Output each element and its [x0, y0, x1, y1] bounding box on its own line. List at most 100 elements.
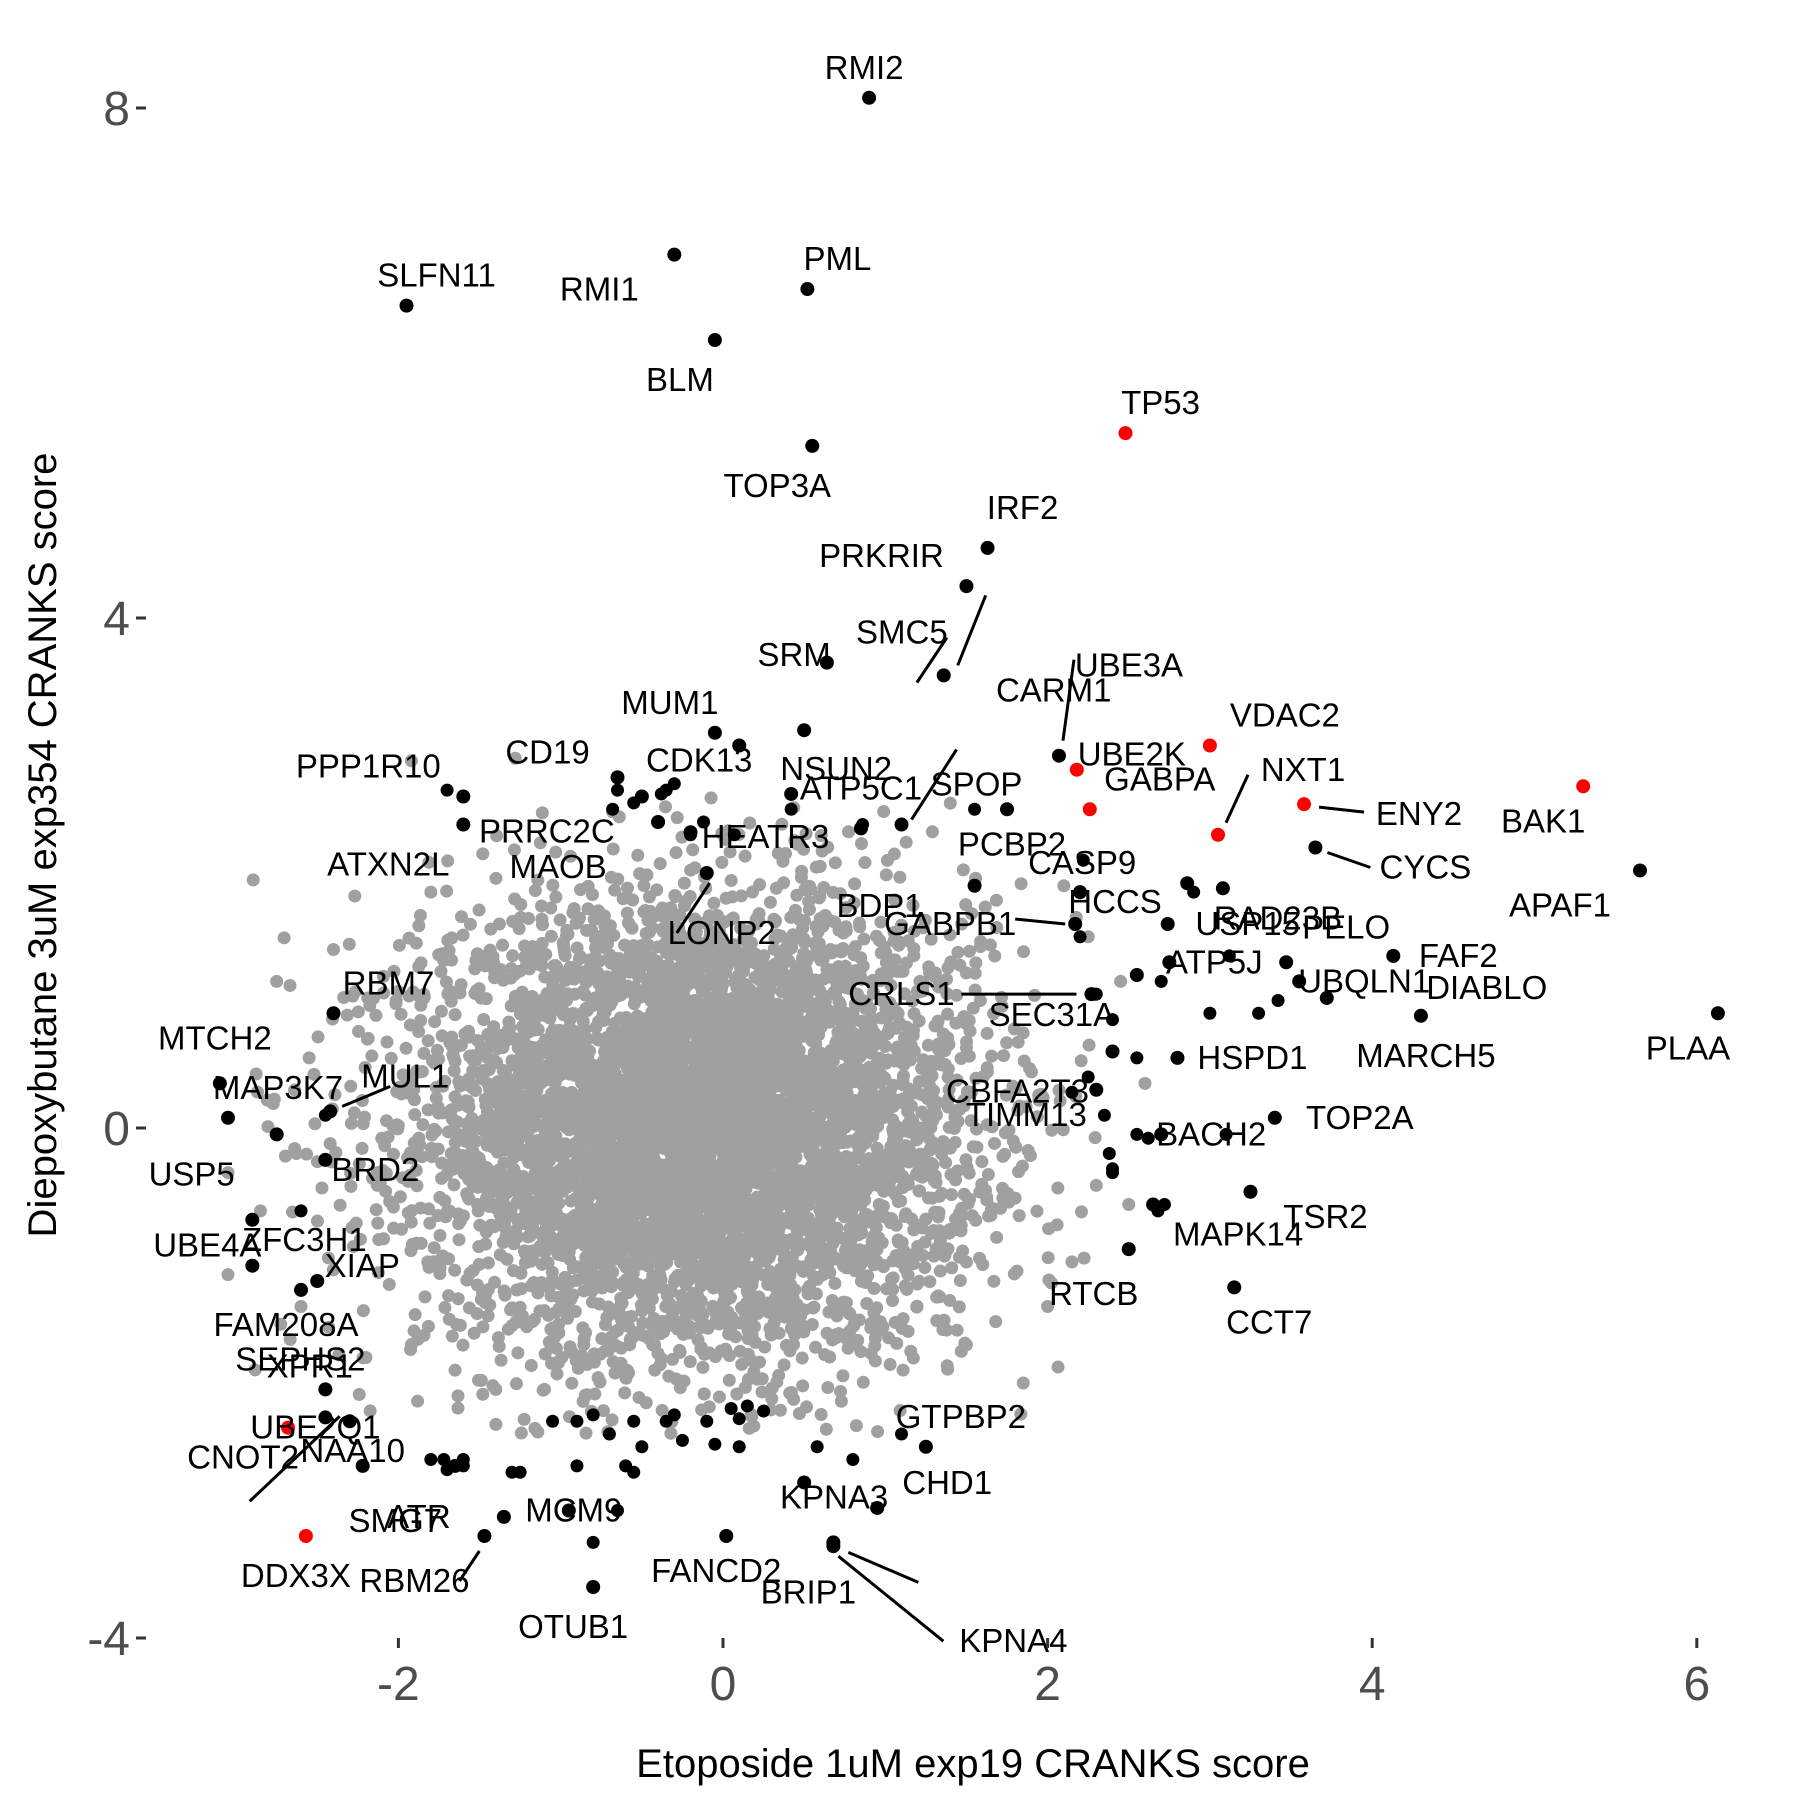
background-point [828, 1276, 842, 1290]
background-point [417, 1046, 431, 1060]
background-point [423, 1216, 437, 1230]
background-point [956, 863, 970, 877]
background-point [883, 1357, 897, 1371]
background-point [634, 1256, 648, 1270]
background-point [987, 1007, 1001, 1021]
background-point [805, 1318, 819, 1332]
background-point [363, 1404, 377, 1418]
background-point [906, 898, 920, 912]
background-point [763, 895, 777, 909]
background-point [535, 912, 549, 926]
background-point [463, 917, 477, 931]
background-point [653, 857, 667, 871]
background-point [921, 1038, 935, 1052]
background-point [955, 917, 969, 931]
background-point [507, 1162, 521, 1176]
background-point [460, 1078, 474, 1092]
background-point [392, 938, 406, 952]
background-point [965, 1209, 979, 1223]
background-point [919, 1212, 933, 1226]
background-point [846, 1014, 860, 1028]
background-point [444, 994, 458, 1008]
background-point [892, 1016, 906, 1030]
background-point [918, 1261, 932, 1275]
background-point [545, 1356, 559, 1370]
background-point [377, 986, 391, 1000]
background-point [854, 837, 868, 851]
background-point [620, 881, 634, 895]
background-point [604, 870, 618, 884]
background-point [321, 1251, 335, 1265]
background-point [606, 842, 620, 856]
background-point [344, 1179, 358, 1193]
background-point [633, 867, 647, 881]
background-point [1088, 1131, 1102, 1145]
background-point [1024, 1065, 1038, 1079]
background-point [344, 1116, 358, 1130]
background-point [448, 1008, 462, 1022]
background-point [814, 1407, 828, 1421]
background-point [618, 1386, 632, 1400]
background-point [970, 1122, 984, 1136]
background-point [408, 1108, 422, 1122]
background-point [416, 1118, 430, 1132]
background-point [506, 949, 520, 963]
background-point [953, 958, 967, 972]
background-point [753, 1355, 767, 1369]
background-point [839, 901, 853, 915]
background-point [943, 796, 957, 810]
background-point [527, 1087, 541, 1101]
background-point [669, 1372, 683, 1386]
background-point [858, 1029, 872, 1043]
background-point [970, 1140, 984, 1154]
background-point [743, 1285, 757, 1299]
background-point [866, 1076, 880, 1090]
background-point [893, 1404, 907, 1418]
background-point [267, 1092, 281, 1106]
background-point [690, 1308, 704, 1322]
background-point [394, 1007, 408, 1021]
background-point [848, 877, 862, 891]
background-point [1000, 1036, 1014, 1050]
background-point [749, 917, 763, 931]
background-point [476, 1320, 490, 1334]
background-point [944, 1188, 958, 1202]
background-point [819, 1422, 833, 1436]
background-point [768, 914, 782, 928]
background-point [783, 1268, 797, 1282]
background-point [836, 1257, 850, 1271]
background-point [906, 1351, 920, 1365]
background-point [430, 1043, 444, 1057]
background-point [496, 938, 510, 952]
background-point [965, 907, 979, 921]
background-point [884, 1272, 898, 1286]
background-point [807, 1300, 821, 1314]
background-point [814, 829, 828, 843]
background-point [799, 827, 813, 841]
background-point [365, 1049, 379, 1063]
background-point [528, 884, 542, 898]
background-point [778, 847, 792, 861]
background-point [899, 835, 913, 849]
background-point [503, 1021, 517, 1035]
background-point [953, 1274, 967, 1288]
background-point [708, 1058, 722, 1072]
background-point [454, 910, 468, 924]
background-point [956, 1244, 970, 1258]
background-point [477, 1012, 491, 1026]
background-point [981, 1167, 995, 1181]
background-point [716, 1279, 730, 1293]
background-point [879, 868, 893, 882]
background-point [535, 806, 549, 820]
background-point [328, 1088, 342, 1102]
background-point [340, 1008, 354, 1022]
background-point [445, 1329, 459, 1343]
background-point [784, 1322, 798, 1336]
background-point [579, 1426, 593, 1440]
background-point [481, 1077, 495, 1091]
background-point [745, 1410, 759, 1424]
background-point [625, 950, 639, 964]
background-point [896, 964, 910, 978]
